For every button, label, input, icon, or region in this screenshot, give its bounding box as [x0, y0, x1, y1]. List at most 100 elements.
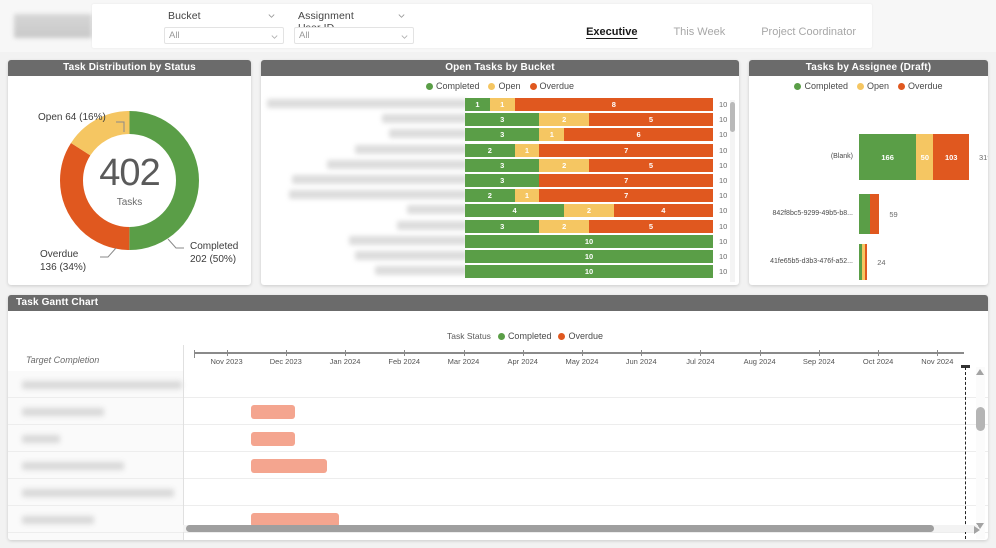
- table-row[interactable]: 3 2 5 10: [261, 113, 739, 127]
- bar-segment-completed[interactable]: 10: [465, 250, 713, 263]
- bar-segment-completed[interactable]: 10: [465, 234, 713, 248]
- bar-segment-open[interactable]: 2: [539, 158, 589, 172]
- table-row[interactable]: 4 2 4 10: [261, 204, 739, 218]
- scroll-right-icon[interactable]: [974, 526, 980, 534]
- donut-chart[interactable]: 402 Tasks Open 64 (16%) Overdue 136 (34%…: [8, 76, 251, 285]
- bar-segment-overdue[interactable]: [870, 194, 880, 234]
- bar-segment-completed[interactable]: 3: [465, 113, 540, 127]
- bar-segment-open[interactable]: 2: [539, 219, 589, 233]
- gantt-vscrollbar-thumb[interactable]: [976, 407, 985, 431]
- chevron-down-icon[interactable]: [397, 11, 406, 20]
- table-row[interactable]: 10 10: [261, 265, 739, 279]
- gantt-row[interactable]: [8, 506, 988, 533]
- bar-segment-open[interactable]: 2: [539, 113, 589, 127]
- tab-executive[interactable]: Executive: [586, 26, 638, 38]
- table-row[interactable]: 10 10: [261, 234, 739, 248]
- bar-segment-completed[interactable]: 3: [465, 128, 540, 142]
- bar-segment-completed[interactable]: 3: [465, 158, 540, 172]
- legend-item-open[interactable]: Open: [856, 81, 889, 91]
- gantt-vscrollbar-track[interactable]: [976, 367, 985, 539]
- bar-segment-overdue[interactable]: 7: [539, 189, 713, 203]
- bar-segment-open[interactable]: 1: [514, 143, 540, 157]
- bucket-scrollbar-thumb[interactable]: [730, 102, 735, 132]
- legend-item-completed[interactable]: Completed: [425, 81, 479, 91]
- bar-segment-overdue[interactable]: 5: [588, 219, 713, 233]
- legend-item-open[interactable]: Open: [488, 81, 521, 91]
- gantt-bar[interactable]: [250, 459, 328, 473]
- legend-item-completed[interactable]: Completed: [497, 331, 551, 341]
- bucket-stacked-bar[interactable]: 10: [465, 234, 713, 248]
- bar-segment-overdue[interactable]: 7: [539, 174, 713, 187]
- bar-segment-overdue[interactable]: 103: [933, 134, 969, 180]
- bar-segment-open[interactable]: [861, 244, 865, 280]
- bar-segment-completed[interactable]: [859, 194, 871, 234]
- table-row[interactable]: 10 10: [261, 250, 739, 263]
- bar-segment-completed[interactable]: 4: [465, 204, 565, 218]
- gantt-hscrollbar-thumb[interactable]: [186, 525, 934, 532]
- gantt-row[interactable]: [8, 452, 988, 479]
- legend-item-completed[interactable]: Completed: [794, 81, 848, 91]
- scroll-down-icon[interactable]: [976, 523, 984, 529]
- slicer-assignment-user-id-input[interactable]: All: [294, 27, 414, 44]
- gantt-bar[interactable]: [250, 513, 340, 527]
- table-row[interactable]: 3 7 10: [261, 174, 739, 187]
- bar-segment-overdue[interactable]: 5: [588, 113, 713, 127]
- bar-segment-open[interactable]: 1: [539, 128, 565, 142]
- bar-segment-completed[interactable]: 1: [465, 98, 490, 111]
- gantt-row[interactable]: [8, 479, 988, 506]
- tab-project-coordinator[interactable]: Project Coordinator: [761, 26, 856, 38]
- bar-segment-open[interactable]: 1: [489, 98, 515, 111]
- bucket-stacked-bar[interactable]: 10: [465, 250, 713, 263]
- gantt-bar[interactable]: [250, 432, 296, 446]
- bar-segment-completed[interactable]: 2: [465, 189, 515, 203]
- legend-item-overdue[interactable]: Overdue: [898, 81, 943, 91]
- bar-segment-overdue[interactable]: 4: [613, 204, 713, 218]
- table-row[interactable]: 1 1 8 10: [261, 98, 739, 111]
- gantt-row[interactable]: [8, 398, 988, 425]
- bar-segment-overdue[interactable]: 7: [539, 143, 713, 157]
- bar-segment-open[interactable]: 2: [564, 204, 614, 218]
- gantt-row[interactable]: [8, 425, 988, 452]
- table-row[interactable]: 3 1 6 10: [261, 128, 739, 142]
- bucket-scrollbar-track[interactable]: [730, 100, 735, 282]
- table-row[interactable]: 3 2 5 10: [261, 219, 739, 233]
- bar-segment-overdue[interactable]: [864, 244, 868, 280]
- chevron-down-icon[interactable]: [400, 32, 409, 41]
- table-row[interactable]: 2 1 7 10: [261, 189, 739, 203]
- bar-segment-completed[interactable]: 2: [465, 143, 515, 157]
- gantt-bar[interactable]: [250, 405, 296, 419]
- assignee-stacked-bar[interactable]: 166 50 103: [859, 134, 969, 180]
- assignee-stacked-bar[interactable]: [859, 194, 880, 234]
- bar-segment-completed[interactable]: 166: [859, 134, 917, 180]
- scroll-up-icon[interactable]: [976, 369, 984, 375]
- assignee-stacked-bar[interactable]: [859, 244, 868, 280]
- bar-segment-open[interactable]: 50: [916, 134, 934, 180]
- bar-segment-overdue[interactable]: 6: [564, 128, 713, 142]
- table-row[interactable]: 2 1 7 10: [261, 143, 739, 157]
- table-row[interactable]: 842f8bc5-9299-49b5-b8... 59: [749, 194, 988, 244]
- legend-item-overdue[interactable]: Overdue: [558, 331, 603, 341]
- table-row[interactable]: 41fe65b5-d3b3-476f-a52... 24: [749, 244, 988, 285]
- bar-segment-overdue[interactable]: 5: [588, 158, 713, 172]
- chevron-down-icon[interactable]: [270, 32, 279, 41]
- bar-segment-overdue[interactable]: 8: [514, 98, 713, 111]
- bar-segment-open[interactable]: 1: [514, 189, 540, 203]
- legend-item-overdue[interactable]: Overdue: [529, 81, 574, 91]
- tab-this-week[interactable]: This Week: [673, 26, 726, 38]
- bar-segment-completed[interactable]: [859, 244, 862, 280]
- chevron-down-icon[interactable]: [267, 11, 276, 20]
- bar-segment-completed[interactable]: 3: [465, 219, 540, 233]
- table-row[interactable]: 3 2 5 10: [261, 158, 739, 172]
- gantt-row[interactable]: [8, 371, 988, 398]
- bucket-bar-rows[interactable]: 1 1 8 10 3 2 5 10 3 1 6 10 2 1 7 10 3 2 5 10 3 7 10 2 1 7 10 4 2 4 10 3…: [261, 98, 739, 285]
